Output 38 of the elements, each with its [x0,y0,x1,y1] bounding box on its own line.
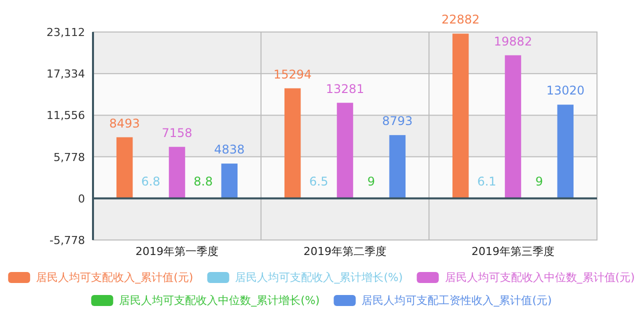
y-tick-label: 5,778 [54,150,85,164]
data-label: 15294 [273,67,312,82]
data-label: 8493 [109,116,140,130]
bar [221,164,238,198]
x-tick-label: 2019年第二季度 [304,245,386,258]
legend-label: 居民人均可支配收入中位数_累计值(元) [444,271,635,284]
legend-label: 居民人均可支配收入_累计增长(%) [235,271,403,284]
y-tick-label: 23,112 [46,26,85,39]
data-label: 13020 [546,84,585,98]
bar [116,137,133,198]
bar [336,102,354,198]
legend-label: 居民人均可支配收入_累计值(元) [36,271,194,284]
data-label: 7158 [162,126,192,140]
legend-label: 居民人均可支配收入中位数_累计增长(%) [119,294,320,307]
data-label: 4838 [214,142,245,157]
bar [557,104,574,198]
data-label: 19882 [494,34,532,48]
y-tick-label: 17,334 [46,68,85,81]
data-label: 9 [535,174,544,188]
y-tick-label: 0 [78,192,85,206]
data-label: 8793 [382,114,413,128]
bar [504,55,522,198]
data-label: 9 [367,174,376,188]
data-label: 6.5 [309,174,328,188]
bar [452,34,469,198]
data-label: 13281 [326,82,364,96]
data-label: 6.1 [477,174,496,188]
bar [168,146,186,198]
data-label: 8.8 [194,174,213,188]
y-tick-label: 11,556 [46,109,85,122]
y-tick-label: -5,778 [50,234,85,247]
data-label: 22882 [441,12,480,27]
x-tick-label: 2019年第三季度 [472,245,554,258]
x-tick-label: 2019年第一季度 [136,245,218,258]
data-label: 6.8 [141,174,160,188]
bar [389,135,406,198]
bar [284,88,301,198]
legend-label: 居民人均可支配工资性收入_累计值(元) [362,294,552,307]
